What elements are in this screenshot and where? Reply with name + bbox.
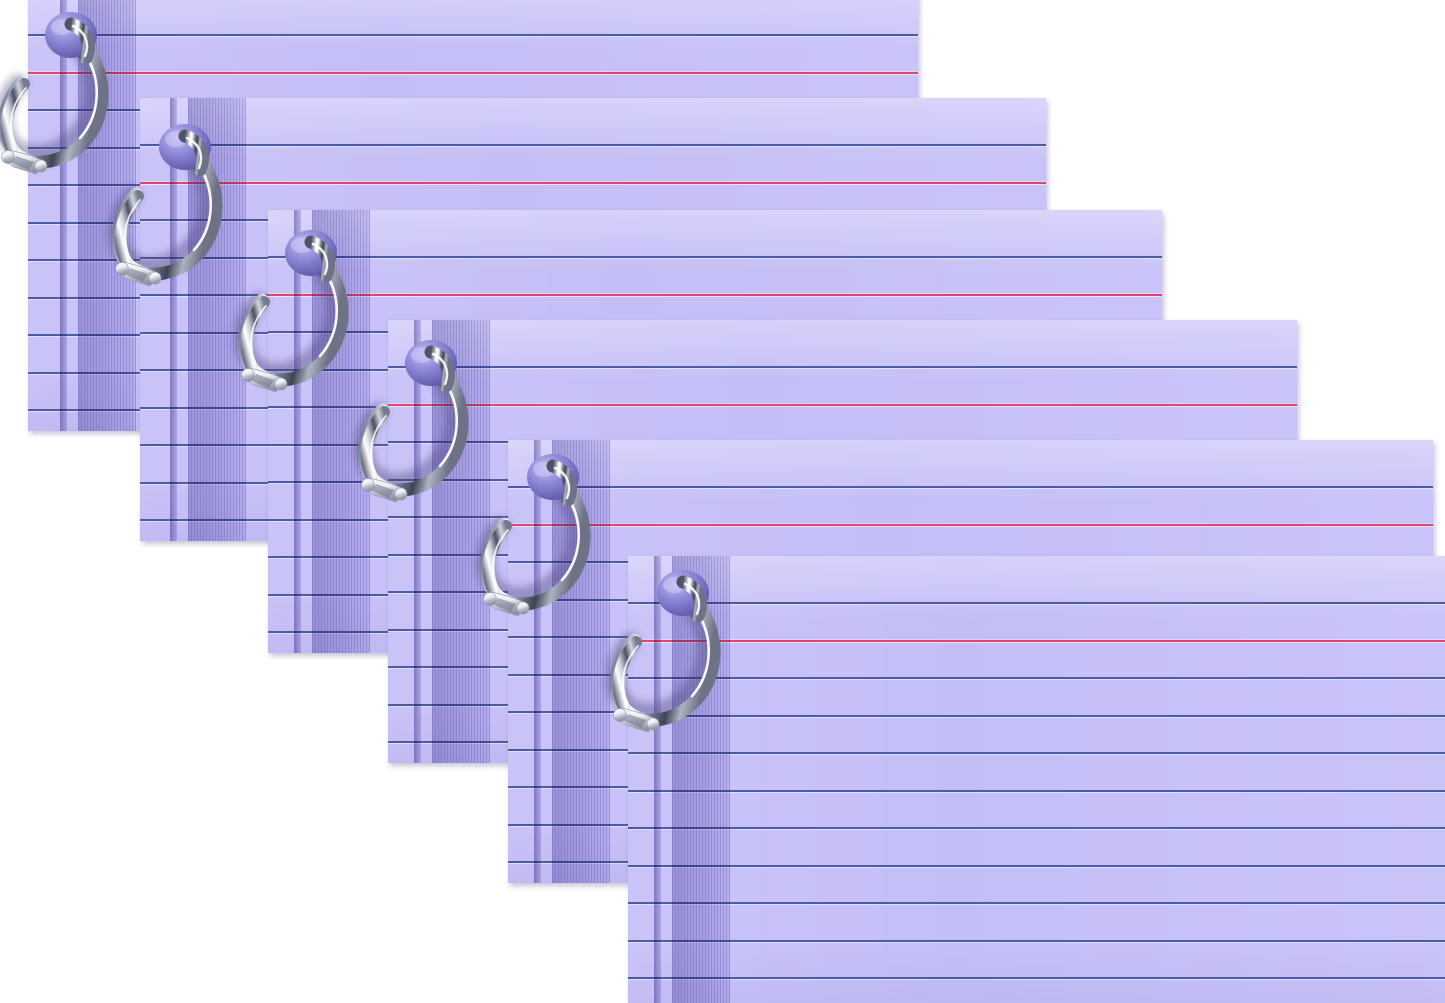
- card-blue-rule-line: [628, 602, 1445, 604]
- card-spine-shadow: [60, 0, 67, 431]
- card-blue-rule-line: [628, 939, 1445, 942]
- card-red-rule-line: [140, 181, 1046, 184]
- card-blue-rule-line: [628, 827, 1445, 829]
- card-spine-shadow: [534, 440, 541, 883]
- card-blue-rule-line: [268, 256, 1162, 258]
- card-blue-rule-line: [628, 864, 1445, 867]
- card-edge-stack-strip: [188, 98, 246, 541]
- card-edge-stack-strip: [432, 320, 490, 763]
- card-blue-rule-line: [628, 714, 1445, 717]
- card-red-rule-line: [28, 71, 918, 74]
- card-edge-stack-strip: [552, 440, 610, 883]
- card-edge-stack-strip: [672, 556, 730, 1003]
- card-blue-rule-line: [628, 752, 1445, 754]
- card-red-rule-line: [268, 293, 1162, 296]
- card-paper-surface: [628, 556, 1445, 1003]
- card-edge-stack-strip: [312, 210, 370, 653]
- card-spine-shadow: [654, 556, 661, 1003]
- card-blue-rule-line: [140, 144, 1046, 146]
- index-card[interactable]: [628, 556, 1445, 1003]
- card-red-rule-line: [628, 639, 1445, 642]
- card-spine-shadow: [414, 320, 421, 763]
- card-blue-rule-line: [628, 902, 1445, 904]
- card-blue-rule-line: [388, 366, 1297, 368]
- card-red-rule-line: [508, 523, 1433, 526]
- card-spine-shadow: [170, 98, 177, 541]
- card-blue-rule-line: [508, 486, 1433, 488]
- card-blue-rule-line: [628, 789, 1445, 792]
- card-blue-rule-line: [628, 977, 1445, 979]
- card-blue-rule-line: [28, 34, 918, 36]
- card-edge-stack-strip: [78, 0, 136, 431]
- card-blue-rule-line: [628, 677, 1445, 679]
- card-red-rule-line: [388, 403, 1297, 406]
- card-spine-shadow: [294, 210, 301, 653]
